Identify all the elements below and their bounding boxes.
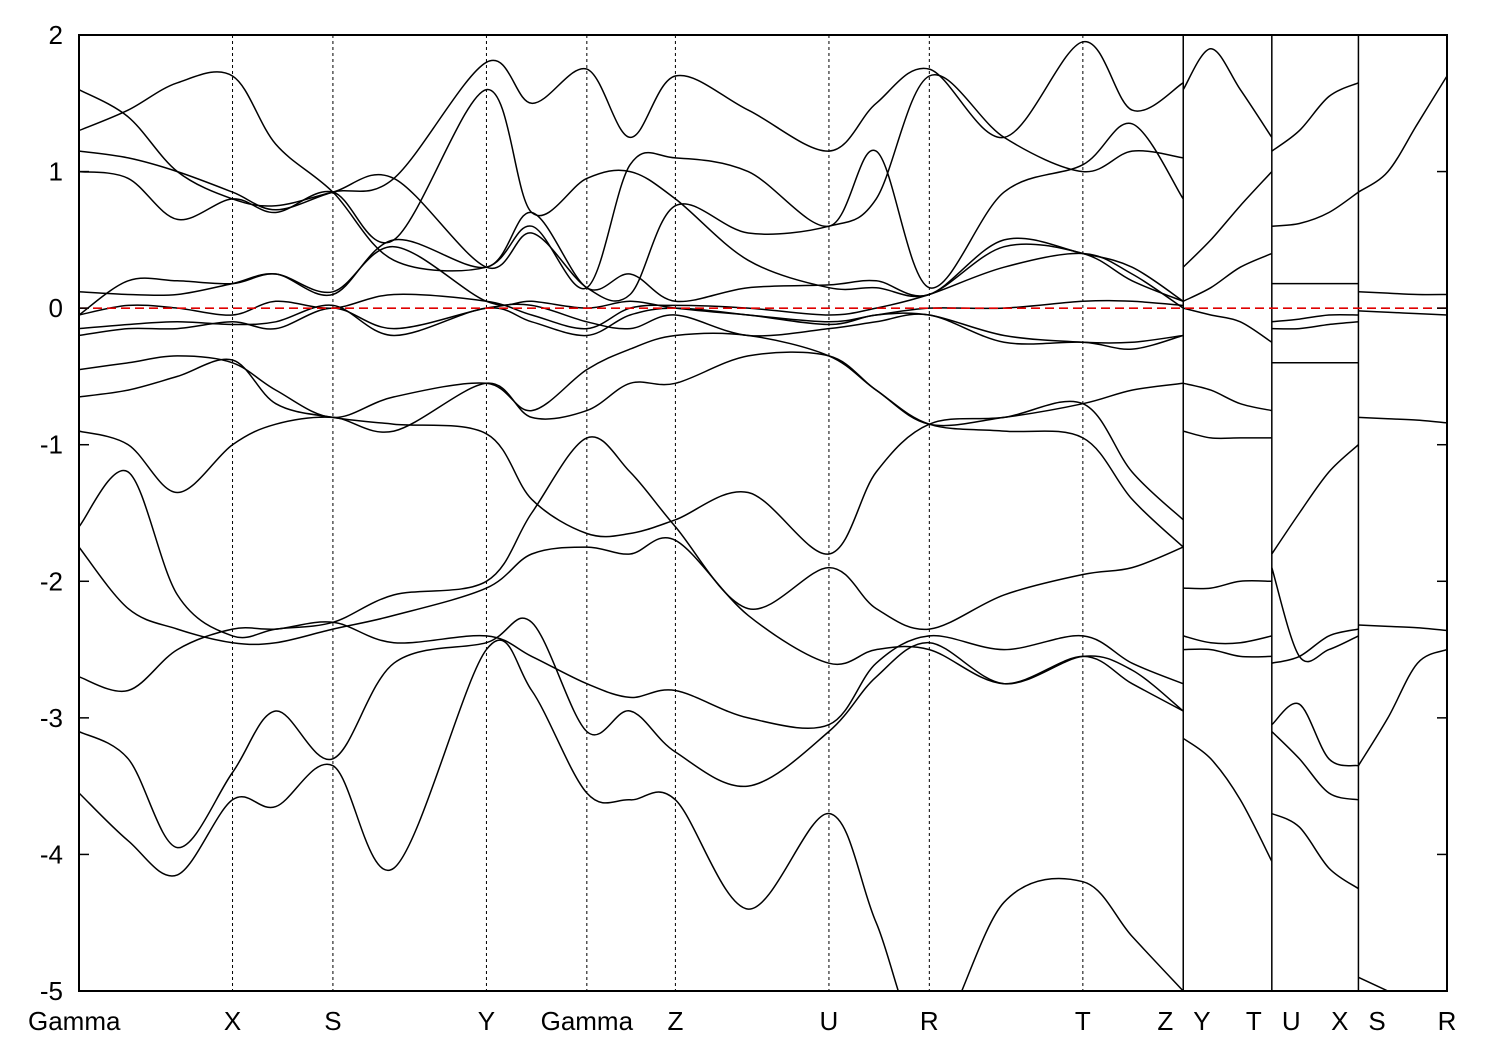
band-line-10 (79, 617, 1184, 849)
kpoint-label-z: Z (667, 1006, 683, 1036)
y-tick-label: -4 (40, 839, 63, 869)
band-line-1 (79, 252, 1184, 330)
kpoint-label-r: R (1438, 1006, 1457, 1036)
band-line-40 (1357, 75, 1447, 193)
band-line-8 (79, 537, 1184, 712)
band-line-18 (1182, 47, 1273, 138)
band-line-36 (1271, 628, 1359, 664)
kpoint-label-r: R (920, 1006, 939, 1036)
band-line-28 (1271, 82, 1359, 152)
band-line-42 (1358, 310, 1447, 316)
band-line-39 (1271, 812, 1359, 890)
bands (79, 41, 1447, 991)
y-tick-label: -1 (40, 430, 63, 460)
band-line-7 (79, 436, 1184, 639)
band-line-46 (1358, 976, 1390, 991)
band-line-21 (1183, 307, 1273, 343)
band-line-3 (79, 304, 1184, 344)
band-line-23 (1183, 430, 1272, 440)
kpoint-label-y: Y (478, 1006, 495, 1036)
y-tick-label: -2 (40, 566, 63, 596)
kpoint-label-t: T (1075, 1006, 1091, 1036)
band-line-14 (79, 41, 1184, 211)
y-tick-label: -5 (40, 976, 63, 1006)
band-line-6 (79, 351, 1184, 548)
band-line-19 (1182, 171, 1273, 268)
band-line-35 (1271, 567, 1359, 663)
band-line-45 (1357, 648, 1447, 767)
band-line-27 (1182, 737, 1273, 862)
y-tick-label: 1 (49, 157, 63, 187)
band-line-13 (79, 88, 1184, 302)
band-line-15 (79, 71, 1184, 290)
band-line-11 (79, 639, 1184, 991)
band-line-2 (79, 211, 1184, 303)
band-line-38 (1271, 730, 1359, 801)
band-line-41 (1358, 291, 1447, 296)
band-line-26 (1183, 648, 1272, 658)
y-tick-label: 2 (49, 20, 63, 50)
kpoint-label-u: U (1282, 1006, 1301, 1036)
plot-frame (78, 34, 1448, 992)
band-line-44 (1358, 624, 1447, 632)
kpoint-label-gamma: Gamma (28, 1006, 121, 1036)
band-line-32 (1271, 321, 1359, 330)
kpoint-label-y: Y (1193, 1006, 1210, 1036)
band-line-20 (1182, 252, 1273, 302)
band-line-4 (79, 332, 1184, 427)
band-line-9 (79, 621, 1184, 730)
band-line-34 (1271, 444, 1359, 555)
y-axis-ticks: 2 1 0 -1 -2 -3 -4 -5 (40, 20, 1447, 1006)
kpoint-label-z: Z (1157, 1006, 1173, 1036)
kpoint-label-gamma: Gamma (541, 1006, 634, 1036)
band-line-43 (1358, 416, 1447, 424)
band-line-17 (79, 303, 1184, 350)
kpoint-label-x: X (1331, 1006, 1348, 1036)
kpoint-label-u: U (820, 1006, 839, 1036)
y-tick-label: 0 (49, 293, 63, 323)
band-line-24 (1183, 580, 1272, 590)
kpoint-lines (232, 35, 1360, 991)
kpoint-label-s: S (324, 1006, 341, 1036)
kpoint-label-x: X (224, 1006, 241, 1036)
kpoint-label-t: T (1246, 1006, 1262, 1036)
x-axis-kpoint-labels: Gamma X S Y Gamma Z U R T Z Y T U X S R (28, 1006, 1456, 1036)
band-line-29 (1271, 191, 1359, 227)
band-line-37 (1271, 702, 1359, 767)
kpoint-label-s: S (1368, 1006, 1385, 1036)
band-line-22 (1183, 382, 1272, 412)
band-line-31 (1271, 313, 1359, 323)
band-line-25 (1183, 635, 1272, 645)
band-line-16 (79, 245, 1184, 323)
band-line-5 (79, 358, 1184, 555)
y-tick-label: -3 (40, 703, 63, 733)
band-line-12 (79, 74, 1184, 302)
